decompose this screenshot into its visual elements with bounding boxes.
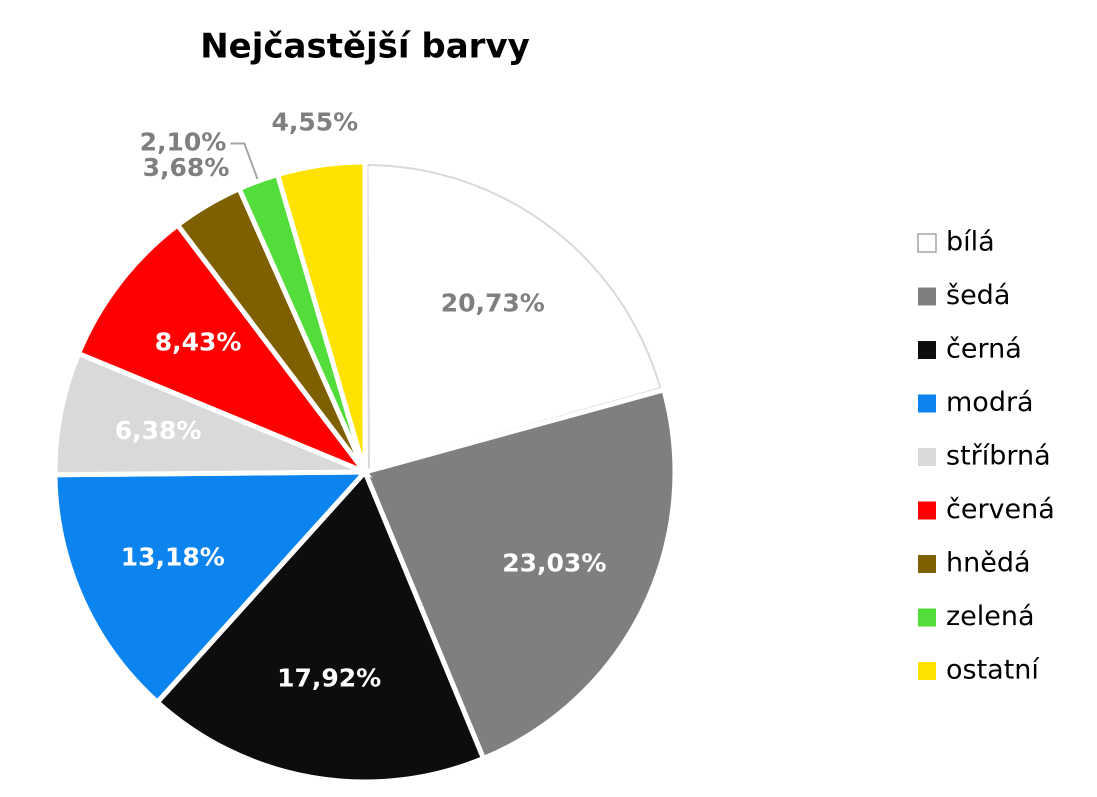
data-label: 23,03% [502, 549, 606, 578]
legend-label: zelená [946, 601, 1035, 632]
data-label: 17,92% [277, 664, 381, 693]
leader-line [230, 142, 259, 180]
chart-title: Nejčastější barvy [200, 27, 530, 67]
data-label: 3,68% [143, 153, 230, 182]
legend-label: stříbrná [946, 441, 1051, 472]
data-label: 6,38% [115, 416, 202, 445]
legend-swatch [918, 662, 936, 680]
legend-swatch [918, 448, 936, 466]
data-label: 13,18% [121, 543, 225, 572]
data-label: 8,43% [155, 327, 242, 356]
legend-swatch [918, 394, 936, 413]
pie-slice [153, 467, 487, 785]
data-label: 2,10% [140, 127, 227, 156]
data-label: 20,73% [441, 288, 545, 317]
legend-swatch [918, 555, 936, 573]
slice-outline [366, 164, 662, 472]
legend-swatch [918, 341, 936, 359]
legend-swatch [918, 287, 936, 306]
legend-swatch [918, 501, 936, 520]
legend-label: hnědá [946, 548, 1031, 579]
data-label: 4,55% [271, 108, 358, 137]
legend-label: bílá [946, 227, 995, 258]
legend-label: černá [946, 334, 1022, 365]
pie-slice [361, 386, 678, 762]
legend-swatch [917, 233, 937, 253]
legend-label: ostatní [946, 655, 1040, 686]
legend-label: šedá [946, 280, 1010, 311]
legend-label: červená [946, 494, 1055, 525]
legend-swatch [918, 608, 936, 627]
pie-slice [52, 469, 371, 706]
legend-label: modrá [946, 387, 1034, 418]
pie-slice [274, 159, 368, 473]
pie-slice [75, 221, 373, 478]
pie-slice [362, 159, 667, 476]
